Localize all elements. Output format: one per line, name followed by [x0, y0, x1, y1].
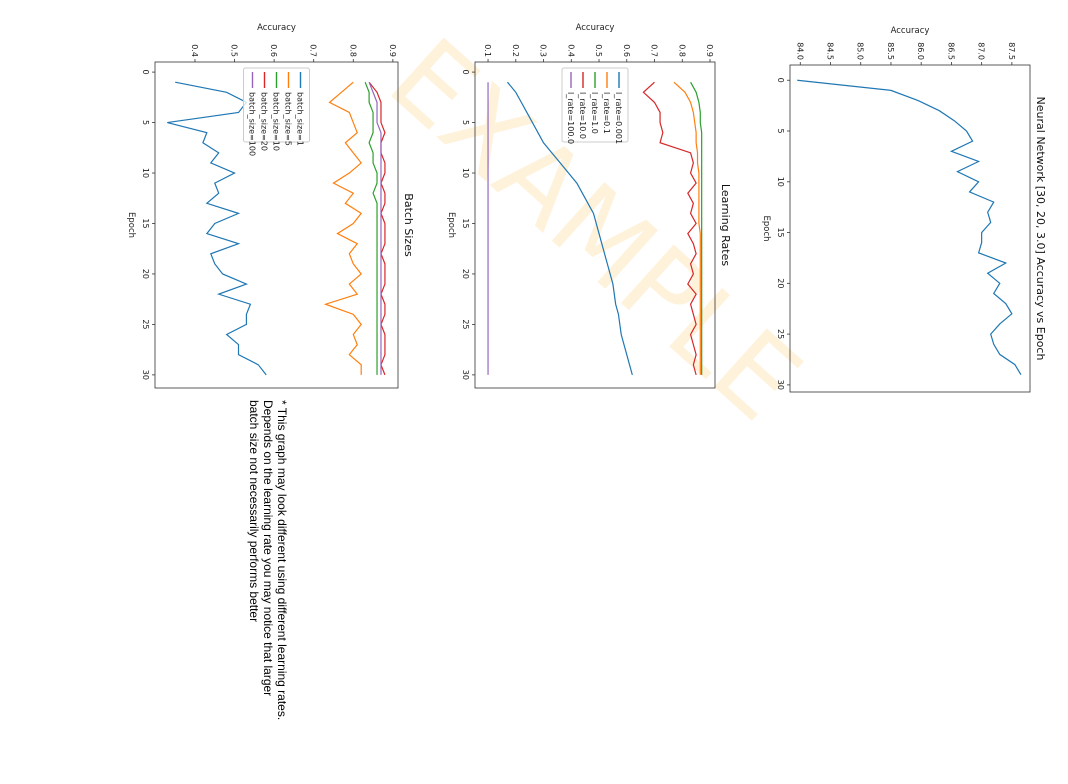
y-axis-label: Accuracy	[576, 23, 615, 33]
y-tick-label: 0.4	[566, 44, 575, 57]
legend-frame	[243, 67, 310, 143]
y-tick-label: 0.4	[190, 44, 199, 57]
x-tick-label: 20	[141, 269, 150, 279]
data-line	[642, 81, 697, 376]
legend-label: batch_size=20	[260, 92, 269, 151]
legend-label: batch_size=1	[296, 92, 305, 146]
y-tick-label: 85.5	[886, 42, 895, 60]
x-tick-label: 25	[776, 329, 785, 339]
data-line	[368, 81, 382, 375]
data-line	[364, 81, 378, 375]
legend-label: batch_size=100	[248, 92, 257, 156]
y-tick-label: 0.6	[269, 44, 278, 57]
x-tick-label: 10	[461, 168, 470, 178]
data-line	[673, 81, 701, 375]
y-tick-label: 0.7	[309, 44, 318, 57]
y-tick-label: 0.6	[622, 44, 631, 57]
legend-label: l_rate=0.1	[602, 92, 611, 134]
y-tick-label: 87.5	[1007, 42, 1016, 60]
x-tick-label: 15	[461, 218, 470, 228]
y-axis-label: Accuracy	[891, 26, 930, 36]
y-tick-label: 84.5	[826, 42, 835, 60]
y-tick-label: 86.0	[916, 42, 925, 60]
y-tick-label: 0.3	[539, 44, 548, 57]
y-tick-label: 85.0	[856, 42, 865, 60]
plot-frame	[789, 64, 1031, 393]
data-line	[797, 79, 1022, 376]
legend-label: l_rate=0.001	[614, 92, 623, 144]
footnote-line: * This graph may look different using di…	[275, 400, 289, 720]
y-tick-label: 0.8	[348, 44, 357, 57]
legend-frame	[561, 67, 629, 143]
x-tick-label: 30	[141, 370, 150, 380]
y-tick-label: 0.5	[230, 44, 239, 57]
data-line	[323, 81, 363, 375]
plot-frame	[154, 61, 399, 389]
y-tick-label: 0.2	[511, 44, 520, 57]
y-tick-label: 86.5	[946, 42, 955, 60]
x-tick-label: 20	[776, 278, 785, 288]
y-tick-label: 0.7	[650, 44, 659, 57]
x-tick-label: 10	[776, 177, 785, 187]
chart-title: Neural Network [30, 20, 3.0] Accuracy vs…	[1034, 97, 1047, 361]
data-line	[167, 81, 267, 376]
y-tick-label: 0.8	[677, 44, 686, 57]
y-axis-label: Accuracy	[257, 23, 296, 33]
legend-label: l_rate=100.0	[566, 92, 575, 144]
legend-label: batch_size=5	[284, 92, 293, 146]
y-tick-label: 87.0	[977, 42, 986, 60]
x-tick-label: 10	[141, 168, 150, 178]
rotated-page: Neural Network [30, 20, 3.0] Accuracy vs…	[126, 23, 1047, 720]
y-tick-label: 84.0	[795, 42, 804, 60]
y-tick-label: 0.1	[483, 44, 492, 57]
x-tick-label: 25	[461, 319, 470, 329]
chart-title: Learning Rates	[719, 184, 732, 266]
x-tick-label: 5	[776, 128, 785, 133]
legend-label: l_rate=10.0	[578, 92, 587, 139]
data-line	[690, 81, 703, 375]
x-tick-label: 25	[141, 319, 150, 329]
chart-title: Batch Sizes	[402, 193, 415, 257]
x-tick-label: 5	[141, 120, 150, 125]
x-tick-label: 0	[141, 70, 150, 75]
x-tick-label: 5	[461, 120, 470, 125]
x-tick-label: 15	[141, 218, 150, 228]
data-line	[506, 81, 633, 376]
y-tick-label: 0.5	[594, 44, 603, 57]
footnote-line: Depends on the learning rate you may not…	[261, 400, 275, 696]
plot-frame	[474, 61, 716, 389]
footnote-line: batch size not necessarily performs bett…	[247, 400, 261, 622]
data-line	[368, 81, 386, 376]
y-tick-label: 0.9	[705, 44, 714, 57]
x-axis-label: Epoch	[446, 212, 456, 238]
x-axis-label: Epoch	[126, 212, 136, 238]
x-tick-label: 15	[776, 227, 785, 237]
x-tick-label: 30	[461, 370, 470, 380]
legend-label: l_rate=1.0	[590, 92, 599, 134]
x-tick-label: 0	[776, 78, 785, 83]
x-tick-label: 30	[776, 380, 785, 390]
x-tick-label: 0	[461, 70, 470, 75]
x-tick-label: 20	[461, 269, 470, 279]
x-axis-label: Epoch	[761, 215, 771, 241]
y-tick-label: 0.9	[388, 44, 397, 57]
legend-label: batch_size=10	[272, 92, 281, 151]
